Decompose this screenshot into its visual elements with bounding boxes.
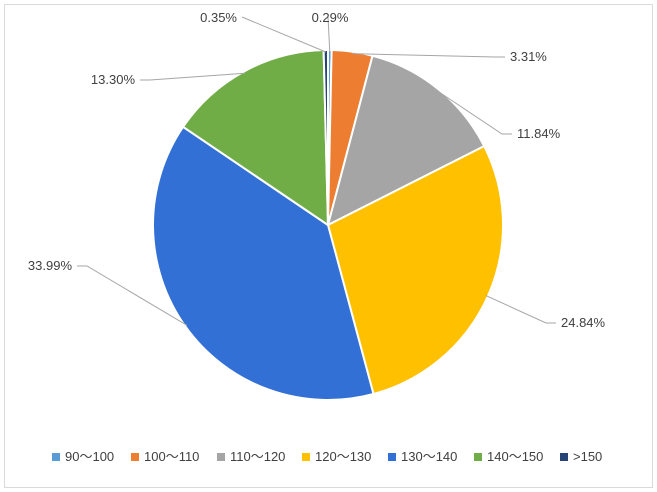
data-label-4: 24.84%: [561, 315, 606, 330]
legend-swatch-2: [131, 453, 139, 461]
data-label-2: 3.31%: [510, 49, 547, 64]
legend-label-1: 90～100: [65, 449, 114, 464]
data-labels: 0.29% 3.31% 11.84% 24.84% 33.99% 13.30% 0.35%: [28, 10, 606, 330]
data-label-7: 0.35%: [200, 10, 237, 25]
leader-line-1: [327, 16, 331, 53]
legend-label-4: 120～130: [315, 449, 371, 464]
data-label-1: 0.29%: [312, 10, 349, 25]
pie-slices: [152, 48, 504, 401]
legend-label-7: >150: [573, 449, 602, 464]
legend-swatch-1: [52, 453, 60, 461]
leader-line-3: [436, 90, 512, 135]
leader-lines: [77, 16, 556, 326]
pie-slice-5: [152, 125, 375, 401]
legend-swatch-5: [388, 453, 396, 461]
leader-line-6: [140, 72, 246, 81]
legend-label-5: 130～140: [401, 449, 457, 464]
data-label-5: 33.99%: [28, 258, 73, 273]
leader-line-2: [351, 53, 505, 58]
legend-swatch-4: [302, 453, 310, 461]
legend-label-2: 100～110: [144, 449, 199, 464]
pie-slice-7: [322, 48, 329, 226]
legend-swatch-7: [560, 453, 568, 461]
pie-slice-3: [326, 54, 486, 227]
legend-swatch-6: [474, 453, 482, 461]
leader-line-7: [241, 16, 327, 53]
legend-label-6: 140～150: [487, 449, 543, 464]
legend-swatch-3: [217, 453, 225, 461]
legend-label-3: 110～120: [230, 449, 285, 464]
leader-line-5: [77, 265, 188, 326]
data-label-3: 11.84%: [517, 126, 561, 141]
leader-line-4: [485, 295, 556, 324]
data-label-6: 13.30%: [91, 72, 136, 87]
chart-legend: 90～100 100～110 110～120 120～130 130～140 140～15…: [52, 449, 602, 464]
pie-slice-6: [181, 49, 330, 227]
